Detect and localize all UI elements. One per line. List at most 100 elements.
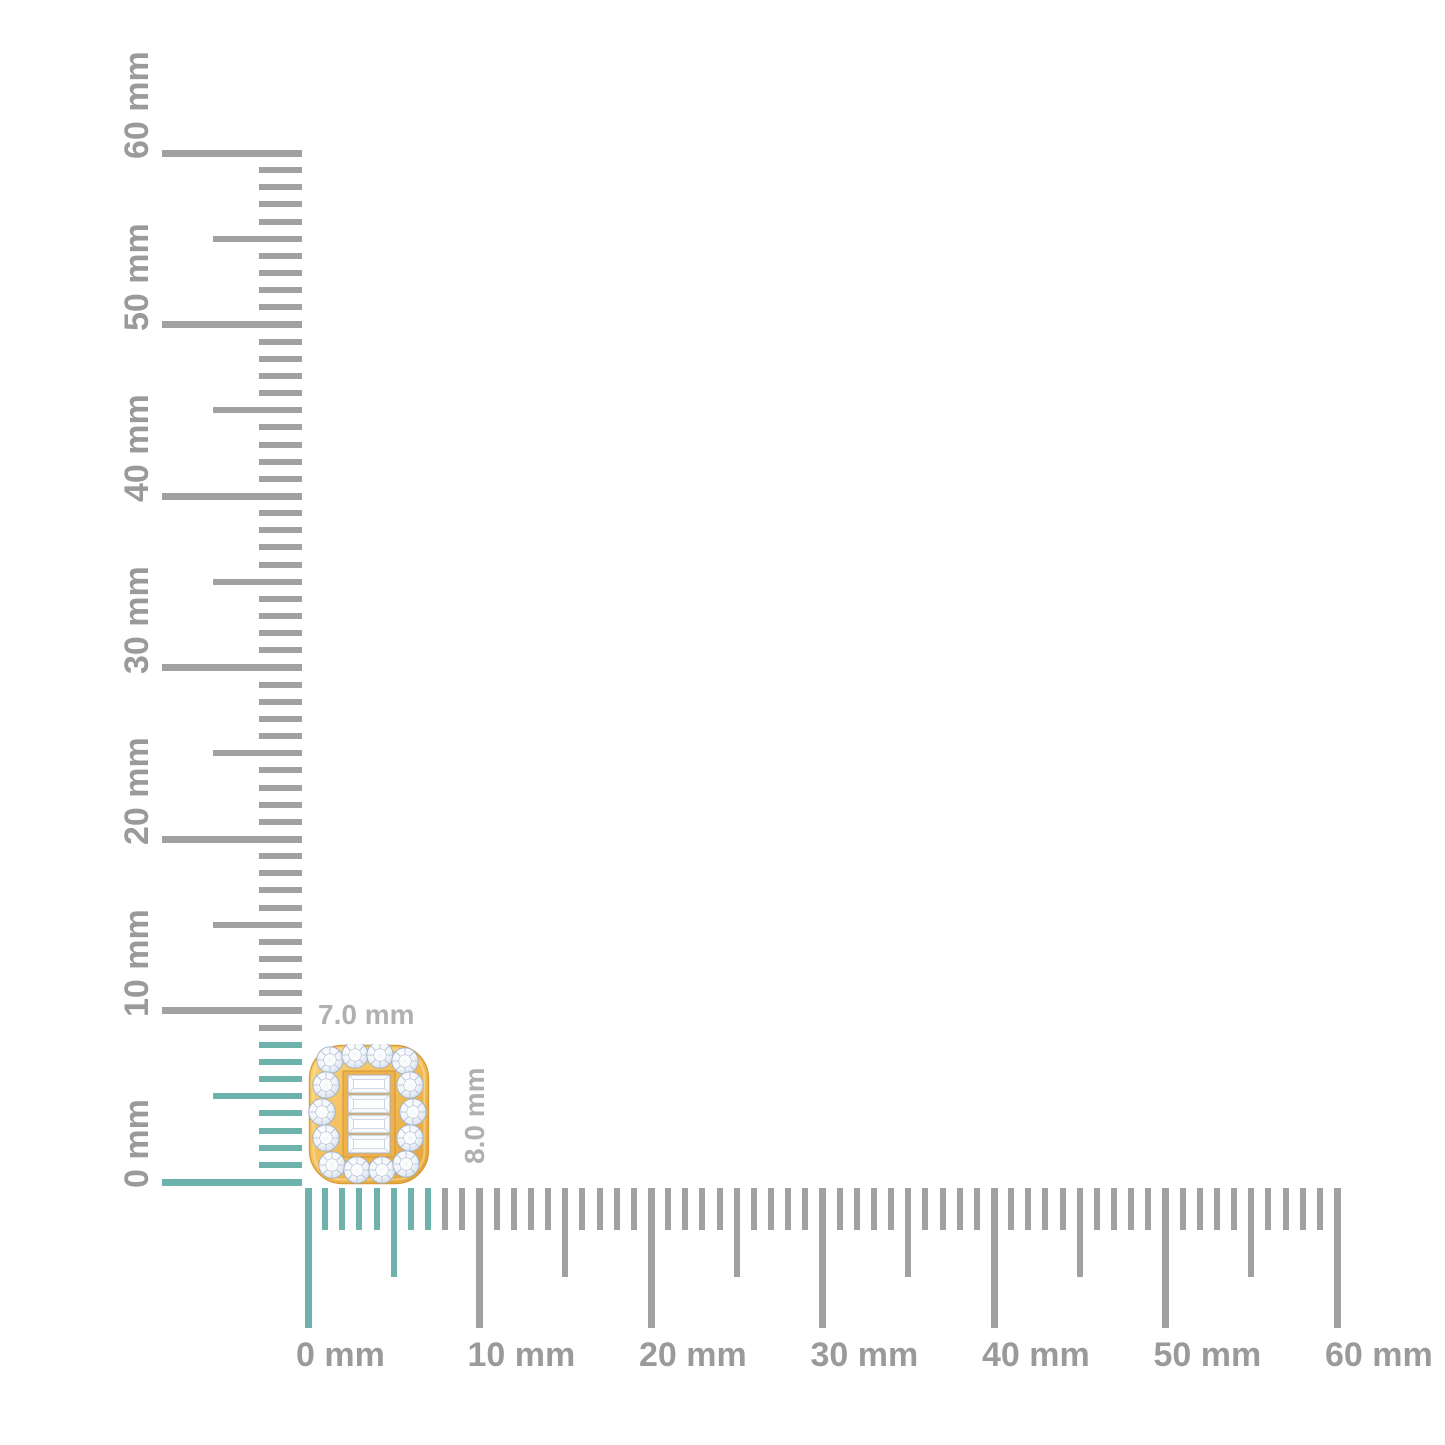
horizontal-tick-45mm (1076, 1188, 1083, 1277)
horizontal-tick-57mm (1282, 1188, 1289, 1230)
vertical-tick-24mm (259, 767, 302, 774)
horizontal-tick-58mm (1299, 1188, 1306, 1230)
horizontal-ruler-label-0mm: 0 mm (296, 1336, 385, 1374)
horizontal-tick-22mm (682, 1188, 689, 1230)
vertical-tick-46mm (259, 390, 302, 397)
horizontal-tick-17mm (596, 1188, 603, 1230)
horizontal-tick-33mm (870, 1188, 877, 1230)
horizontal-tick-24mm (716, 1188, 723, 1230)
horizontal-tick-43mm (1042, 1188, 1049, 1230)
vertical-tick-18mm (259, 870, 302, 877)
horizontal-tick-1mm (322, 1188, 329, 1230)
vertical-tick-57mm (259, 201, 302, 208)
vertical-tick-51mm (259, 304, 302, 311)
horizontal-tick-35mm (905, 1188, 912, 1277)
horizontal-tick-5mm (390, 1188, 397, 1277)
horizontal-tick-21mm (665, 1188, 672, 1230)
vertical-tick-3mm (259, 1127, 302, 1134)
horizontal-ruler-label-30mm: 30 mm (810, 1336, 919, 1374)
horizontal-tick-20mm (647, 1188, 655, 1328)
vertical-tick-22mm (259, 801, 302, 808)
vertical-tick-2mm (259, 1144, 302, 1151)
vertical-ruler-label-0mm: 0 mm (118, 1099, 156, 1188)
vertical-tick-14mm (259, 938, 302, 945)
horizontal-tick-9mm (459, 1188, 466, 1230)
vertical-tick-23mm (259, 784, 302, 791)
vertical-tick-16mm (259, 904, 302, 911)
horizontal-tick-26mm (750, 1188, 757, 1230)
horizontal-tick-29mm (802, 1188, 809, 1230)
vertical-tick-60mm (162, 149, 302, 157)
horizontal-tick-42mm (1025, 1188, 1032, 1230)
vertical-tick-31mm (259, 647, 302, 654)
vertical-tick-50mm (162, 321, 302, 328)
horizontal-tick-31mm (836, 1188, 843, 1230)
horizontal-tick-44mm (1059, 1188, 1066, 1230)
vertical-tick-11mm (259, 990, 302, 997)
vertical-tick-55mm (213, 235, 302, 242)
horizontal-tick-30mm (819, 1188, 826, 1328)
vertical-tick-5mm (213, 1093, 302, 1100)
vertical-tick-13mm (259, 956, 302, 963)
horizontal-tick-52mm (1196, 1188, 1203, 1230)
horizontal-ruler-label-50mm: 50 mm (1153, 1336, 1262, 1374)
horizontal-tick-23mm (699, 1188, 706, 1230)
horizontal-tick-27mm (768, 1188, 775, 1230)
vertical-tick-29mm (259, 681, 302, 688)
vertical-tick-27mm (259, 715, 302, 722)
vertical-ruler-label-50mm: 50 mm (118, 222, 156, 331)
horizontal-tick-3mm (356, 1188, 363, 1230)
horizontal-tick-18mm (613, 1188, 620, 1230)
horizontal-tick-12mm (510, 1188, 517, 1230)
vertical-tick-9mm (259, 1024, 302, 1031)
horizontal-tick-14mm (545, 1188, 552, 1230)
horizontal-tick-2mm (339, 1188, 346, 1230)
vertical-ruler-label-20mm: 20 mm (118, 737, 156, 845)
vertical-tick-21mm (259, 818, 302, 825)
vertical-tick-40mm (162, 492, 302, 500)
horizontal-tick-6mm (407, 1188, 414, 1230)
horizontal-tick-60mm (1333, 1188, 1341, 1328)
vertical-tick-44mm (259, 424, 302, 431)
horizontal-tick-8mm (442, 1188, 449, 1230)
vertical-tick-17mm (259, 887, 302, 894)
horizontal-tick-32mm (853, 1188, 860, 1230)
vertical-tick-34mm (259, 595, 302, 602)
vertical-tick-58mm (259, 184, 302, 191)
horizontal-tick-40mm (990, 1188, 998, 1328)
vertical-tick-35mm (213, 578, 302, 585)
horizontal-tick-48mm (1128, 1188, 1135, 1230)
horizontal-tick-7mm (425, 1188, 432, 1230)
horizontal-tick-15mm (562, 1188, 569, 1277)
vertical-tick-25mm (213, 750, 302, 757)
horizontal-tick-39mm (973, 1188, 980, 1230)
horizontal-tick-59mm (1316, 1188, 1323, 1230)
horizontal-tick-37mm (939, 1188, 946, 1230)
vertical-ruler-label-10mm: 10 mm (118, 908, 156, 1017)
horizontal-tick-53mm (1213, 1188, 1220, 1230)
vertical-tick-42mm (259, 458, 302, 465)
vertical-tick-12mm (259, 973, 302, 980)
vertical-tick-56mm (259, 218, 302, 225)
vertical-tick-49mm (259, 338, 302, 345)
vertical-tick-38mm (259, 527, 302, 534)
horizontal-tick-0mm (304, 1188, 312, 1328)
vertical-tick-47mm (259, 372, 302, 379)
horizontal-tick-4mm (373, 1188, 380, 1230)
horizontal-tick-55mm (1248, 1188, 1255, 1277)
vertical-ruler-label-30mm: 30 mm (118, 565, 156, 674)
horizontal-tick-47mm (1111, 1188, 1118, 1230)
height-dimension-label: 8.0 mm (459, 1067, 490, 1165)
horizontal-tick-56mm (1265, 1188, 1272, 1230)
horizontal-tick-34mm (888, 1188, 895, 1230)
vertical-tick-20mm (162, 835, 302, 843)
vertical-tick-52mm (259, 287, 302, 294)
horizontal-tick-51mm (1179, 1188, 1186, 1230)
vertical-tick-4mm (259, 1110, 302, 1117)
vertical-tick-6mm (259, 1076, 302, 1083)
horizontal-tick-16mm (579, 1188, 586, 1230)
vertical-tick-41mm (259, 475, 302, 482)
earring-image (308, 1044, 430, 1185)
